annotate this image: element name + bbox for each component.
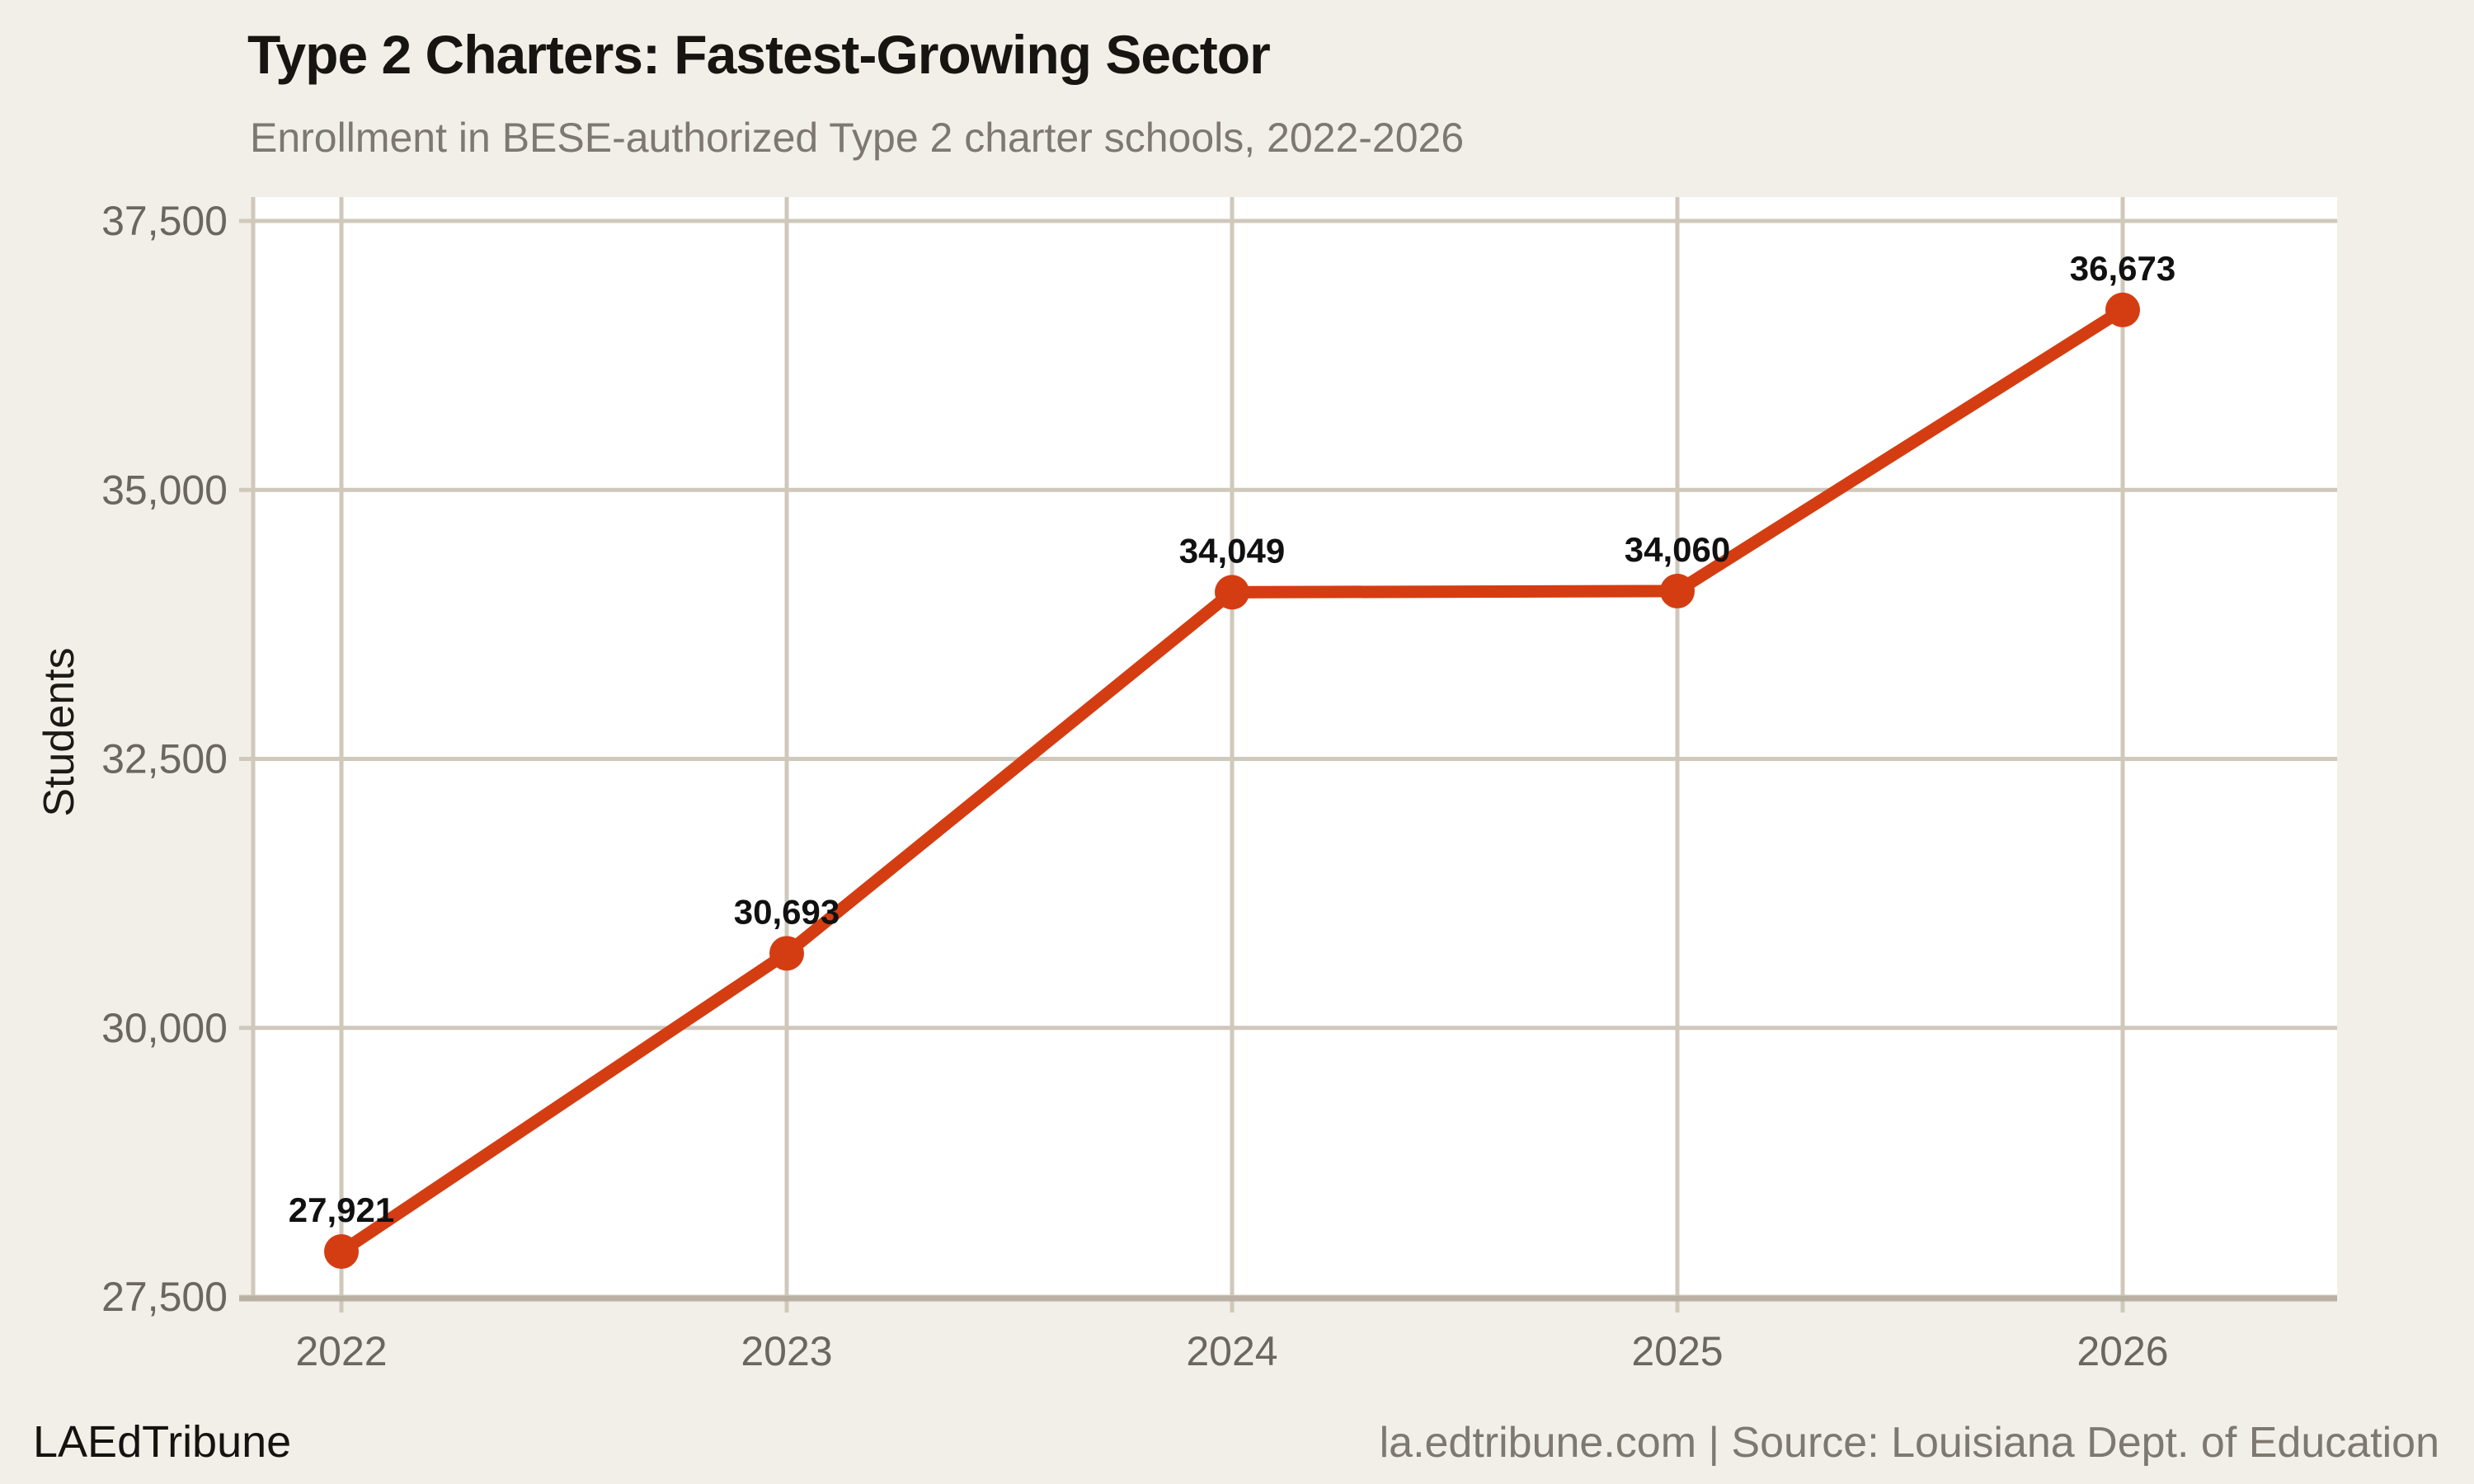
data-point-label: 34,049 [1179, 531, 1285, 570]
brand-label: LAEdTribune [33, 1417, 292, 1467]
plot-area [253, 197, 2337, 1298]
data-point [1660, 573, 1695, 608]
data-point [324, 1234, 359, 1270]
y-tick-label: 37,500 [101, 198, 228, 244]
x-tick-label: 2026 [2077, 1328, 2168, 1374]
x-tick-label: 2025 [1631, 1328, 1723, 1374]
source-attribution: la.edtribune.com | Source: Louisiana Dep… [1379, 1419, 2439, 1467]
x-tick-label: 2022 [295, 1328, 387, 1374]
data-point-label: 30,693 [734, 892, 840, 931]
data-point-label: 27,921 [289, 1190, 394, 1229]
chart-title: Type 2 Charters: Fastest-Growing Sector [247, 24, 1271, 85]
data-point [1215, 575, 1249, 610]
y-tick-label: 30,000 [101, 1005, 228, 1051]
data-point [769, 936, 804, 971]
y-tick-label: 35,000 [101, 467, 228, 513]
x-tick-label: 2024 [1186, 1328, 1277, 1374]
y-tick-label: 27,500 [101, 1274, 228, 1320]
data-point-label: 36,673 [2070, 249, 2175, 288]
chart-subtitle: Enrollment in BESE-authorized Type 2 cha… [250, 115, 1465, 161]
y-tick-label: 32,500 [101, 736, 228, 782]
data-point-label: 34,060 [1625, 530, 1730, 569]
data-point [2105, 292, 2140, 327]
x-tick-label: 2023 [741, 1328, 832, 1374]
